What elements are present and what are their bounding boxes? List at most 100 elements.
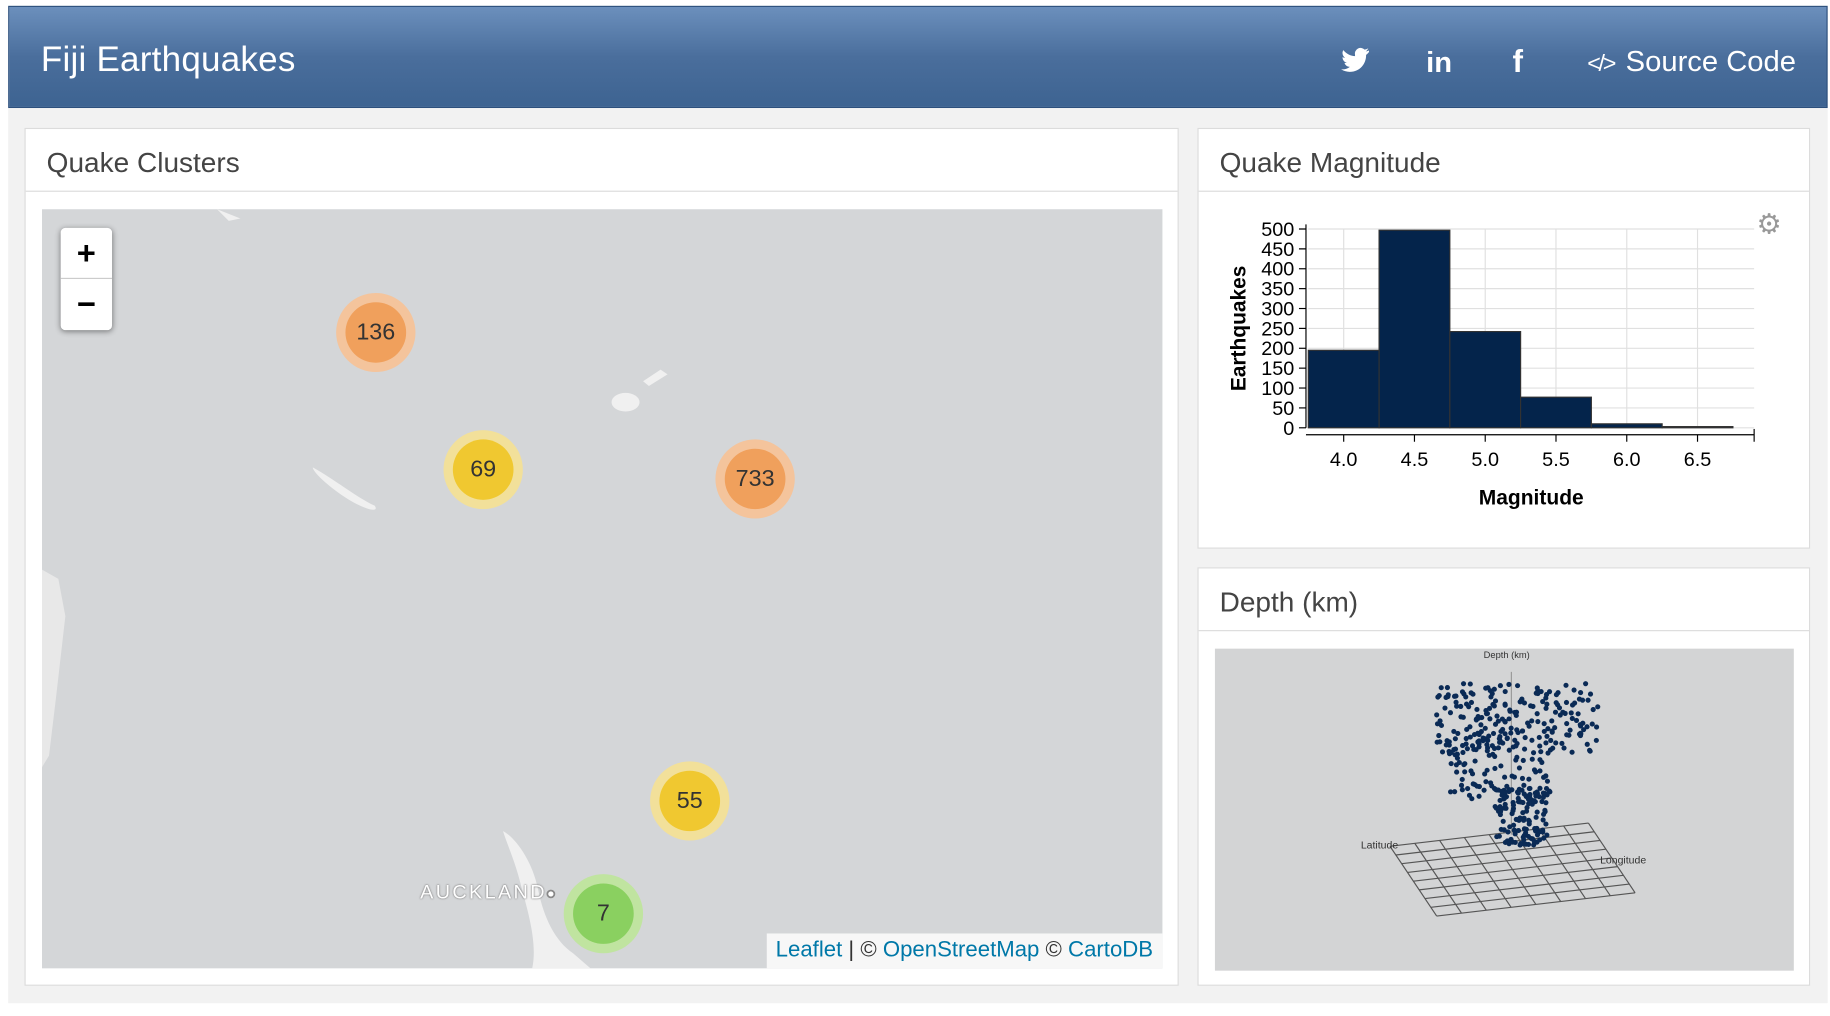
depth-point bbox=[1514, 683, 1521, 689]
depth-point bbox=[1578, 690, 1584, 696]
code-icon: </> bbox=[1587, 51, 1616, 77]
attribution-separator: | © bbox=[842, 938, 883, 963]
depth-point bbox=[1527, 785, 1533, 791]
depth-point bbox=[1567, 727, 1573, 733]
depth-point bbox=[1502, 688, 1508, 695]
cluster-count: 136 bbox=[345, 302, 407, 363]
depth-point bbox=[1533, 814, 1539, 820]
y-tick-label: 0 bbox=[1283, 418, 1294, 440]
depth-point bbox=[1486, 733, 1492, 739]
depth-point bbox=[1590, 707, 1596, 713]
depth-point bbox=[1545, 726, 1551, 732]
depth-point bbox=[1541, 728, 1547, 734]
cluster-marker[interactable]: 733 bbox=[715, 439, 795, 519]
cluster-marker[interactable]: 69 bbox=[443, 430, 523, 510]
depth-point bbox=[1594, 724, 1600, 730]
gear-icon[interactable]: ⚙ bbox=[1756, 209, 1782, 241]
depth-point bbox=[1510, 744, 1516, 750]
y-tick-label: 50 bbox=[1272, 398, 1294, 420]
depth-point bbox=[1524, 805, 1530, 811]
zoom-in-button[interactable]: + bbox=[60, 228, 113, 279]
source-code-link[interactable]: </> Source Code bbox=[1587, 45, 1796, 79]
depth-point bbox=[1510, 802, 1517, 808]
depth-point bbox=[1490, 701, 1496, 708]
depth-point bbox=[1534, 832, 1541, 838]
depth-point bbox=[1522, 746, 1528, 752]
facebook-icon[interactable]: f bbox=[1512, 44, 1524, 80]
depth-point bbox=[1518, 799, 1524, 805]
depth-point bbox=[1481, 787, 1487, 793]
depth-point bbox=[1497, 683, 1503, 689]
cluster-map[interactable]: + − 136 69 733 55 7 AUCKLAND Leaflet | ©… bbox=[42, 209, 1163, 969]
depth-point bbox=[1522, 735, 1528, 741]
depth-point bbox=[1526, 723, 1532, 729]
zoom-out-button[interactable]: − bbox=[76, 285, 96, 323]
depth-point bbox=[1501, 827, 1507, 833]
depth-point bbox=[1531, 838, 1537, 844]
depth-axis-label: Depth (km) bbox=[1484, 650, 1530, 660]
depth-point bbox=[1527, 791, 1533, 797]
depth-point bbox=[1502, 718, 1508, 724]
depth-point bbox=[1455, 730, 1461, 736]
depth-point bbox=[1515, 795, 1521, 801]
openstreetmap-link[interactable]: OpenStreetMap bbox=[882, 938, 1040, 963]
app-title[interactable]: Fiji Earthquakes bbox=[40, 40, 296, 80]
histogram-bar bbox=[1520, 396, 1592, 429]
depth-point bbox=[1521, 837, 1527, 843]
depth-point bbox=[1549, 718, 1555, 724]
depth-point bbox=[1543, 695, 1549, 701]
depth-point bbox=[1484, 710, 1491, 717]
depth-point bbox=[1447, 710, 1454, 716]
depth-point bbox=[1520, 757, 1526, 764]
histogram-bar bbox=[1661, 426, 1734, 429]
twitter-icon[interactable] bbox=[1340, 46, 1369, 80]
depth-point bbox=[1550, 745, 1556, 751]
depth-point bbox=[1528, 703, 1534, 709]
y-tick-label: 450 bbox=[1261, 239, 1294, 261]
depth-point bbox=[1540, 829, 1546, 835]
cluster-marker[interactable]: 136 bbox=[336, 292, 416, 372]
depth-point bbox=[1575, 711, 1581, 717]
floor-grid-line bbox=[1430, 883, 1630, 908]
cartodb-link[interactable]: CartoDB bbox=[1068, 938, 1154, 963]
depth-3d-plot[interactable]: Depth (km) Latitude Longitude bbox=[1214, 648, 1794, 971]
linkedin-icon[interactable]: in bbox=[1426, 46, 1453, 80]
depth-point bbox=[1543, 773, 1549, 779]
depth-point bbox=[1513, 709, 1520, 715]
depth-point bbox=[1458, 703, 1464, 709]
depth-point bbox=[1462, 769, 1468, 775]
depth-point bbox=[1530, 750, 1537, 756]
depth-point bbox=[1537, 785, 1543, 791]
leaflet-link[interactable]: Leaflet bbox=[775, 938, 843, 963]
cluster-marker[interactable]: 7 bbox=[563, 874, 644, 954]
depth-point bbox=[1508, 730, 1514, 736]
depth-point bbox=[1544, 733, 1550, 739]
depth-point bbox=[1452, 746, 1459, 752]
depth-point bbox=[1502, 801, 1508, 807]
depth-point bbox=[1543, 821, 1549, 827]
cluster-marker[interactable]: 55 bbox=[650, 761, 730, 841]
depth-point bbox=[1472, 758, 1478, 764]
map-attribution: Leaflet | © OpenStreetMap © CartoDB bbox=[766, 933, 1163, 969]
depth-point bbox=[1593, 737, 1599, 743]
depth-point bbox=[1459, 689, 1466, 695]
depth-point bbox=[1544, 832, 1550, 838]
depth-point bbox=[1553, 700, 1559, 706]
depth-point bbox=[1515, 828, 1522, 834]
depth-point bbox=[1564, 720, 1570, 727]
depth-point bbox=[1534, 809, 1540, 815]
depth-point bbox=[1502, 731, 1508, 737]
depth-point bbox=[1463, 741, 1469, 747]
cluster-count: 7 bbox=[573, 883, 634, 944]
depth-point bbox=[1479, 715, 1485, 721]
panel-divider bbox=[1198, 630, 1809, 632]
depth-point bbox=[1451, 693, 1458, 699]
depth-point bbox=[1474, 783, 1480, 789]
depth-point bbox=[1540, 794, 1546, 800]
histogram-bar bbox=[1378, 229, 1451, 429]
depth-point bbox=[1516, 786, 1522, 792]
depth-point bbox=[1552, 709, 1559, 715]
floor-grid-line bbox=[1587, 822, 1636, 894]
depth-point bbox=[1454, 751, 1460, 757]
depth-point bbox=[1581, 727, 1587, 733]
